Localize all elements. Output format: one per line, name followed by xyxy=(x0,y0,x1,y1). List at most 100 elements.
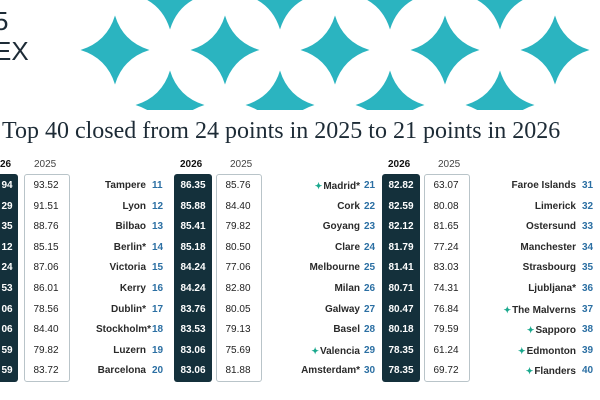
star-shape xyxy=(410,15,480,85)
city-name-text: Sapporo xyxy=(535,325,576,337)
star-icon: ✦ xyxy=(503,304,512,315)
score-2026: 84.24 xyxy=(180,262,206,274)
rank-number: 13 xyxy=(152,221,164,233)
city-name: Berlin* xyxy=(96,238,146,258)
city-name-text: Flanders xyxy=(534,366,576,378)
score-2025: 84.40 xyxy=(225,200,251,212)
score-2025: 81.65 xyxy=(433,221,459,233)
star-icon: ✦ xyxy=(526,325,535,336)
score-2025: 77.06 xyxy=(225,262,251,274)
table-row: Goyang 23 82.12 81.65 xyxy=(288,217,468,237)
city-name: Bilbao xyxy=(96,217,146,237)
table-row: 29 91.51 xyxy=(0,197,75,217)
table-row: 53 86.01 xyxy=(0,279,75,299)
city-name: Barcelona xyxy=(96,361,146,381)
score-2025: 80.08 xyxy=(433,200,459,212)
score-2026-box xyxy=(382,174,420,382)
brand-logo-text: 5 EX xyxy=(0,6,29,66)
score-2025: 79.82 xyxy=(225,221,251,233)
table-row: Melbourne 25 81.41 83.03 xyxy=(288,258,468,278)
city-name: ✦Edmonton xyxy=(486,341,576,362)
table-column-11-20: 2026 2025 Tampere 11 86.35 85.76 Lyon 12 85.88… xyxy=(96,158,268,388)
score-2026: 35 xyxy=(1,221,13,233)
table-row: 59 83.72 xyxy=(0,361,75,381)
score-2025: 93.52 xyxy=(33,180,59,191)
score-2026: 84.24 xyxy=(180,283,206,294)
table-row: ✦Madrid* 21 82.82 63.07 xyxy=(288,176,468,196)
star-shape xyxy=(245,0,315,30)
table-row: Victoria 15 84.24 77.06 xyxy=(96,258,268,278)
city-name-text: Lyon xyxy=(122,200,146,212)
city-name: ✦Flanders xyxy=(486,361,576,382)
table-row: Faroe Islands 31 xyxy=(486,176,600,196)
rank-number: 39 xyxy=(582,344,594,356)
rank-number: 22 xyxy=(364,200,376,212)
city-name: Victoria xyxy=(96,258,147,278)
table-row: Cork 22 82.59 80.08 xyxy=(288,197,468,217)
table-row: Kerry 16 84.24 82.80 xyxy=(96,279,268,299)
score-2025-box xyxy=(24,174,70,382)
city-name: Melbourne xyxy=(288,258,360,278)
city-name-text: Victoria xyxy=(109,262,147,274)
rank-number: 17 xyxy=(152,303,164,315)
rank-number: 20 xyxy=(152,365,164,377)
score-2026: 12 xyxy=(1,241,13,253)
rank-number: 23 xyxy=(364,221,376,233)
score-2025: 78.56 xyxy=(33,303,59,315)
table-row: 59 79.82 xyxy=(0,341,75,361)
table-column-21-30: 2026 2025 ✦Madrid* 21 82.82 63.07 Cork 22 82.5… xyxy=(288,158,470,388)
rank-number: 16 xyxy=(152,283,164,294)
city-name: Basel xyxy=(288,320,360,340)
table-row: Manchester 34 xyxy=(486,238,600,258)
header-2025: 2025 xyxy=(34,159,57,170)
score-2026: 24 xyxy=(1,262,13,274)
city-name-text: Luzern xyxy=(113,344,146,356)
city-name-text: The Malverns xyxy=(512,304,576,316)
table-row: 24 87.06 xyxy=(0,258,75,278)
star-icon: ✦ xyxy=(311,345,319,356)
rank-number: 27 xyxy=(364,303,376,315)
score-2025-box xyxy=(216,174,262,382)
rank-number: 26 xyxy=(364,283,376,294)
city-name-text: Manchester xyxy=(520,241,576,253)
header-2025: 2025 xyxy=(230,159,253,170)
city-name: Clare xyxy=(288,238,360,258)
rank-number: 12 xyxy=(152,200,164,212)
score-2025: 79.59 xyxy=(433,324,459,336)
table-row: ✦Edmonton 39 xyxy=(486,341,600,361)
star-shape xyxy=(135,70,205,110)
header-2025: 2025 xyxy=(438,159,461,170)
rank-number: 25 xyxy=(364,262,376,274)
score-2026: 86.35 xyxy=(180,180,206,191)
score-2026: 80.18 xyxy=(388,324,414,336)
score-2026: 29 xyxy=(1,200,13,212)
city-name: Ljubljana* xyxy=(486,279,576,299)
city-name-text: Strasbourg xyxy=(522,262,576,274)
score-2026: 83.76 xyxy=(180,303,206,315)
star-shape xyxy=(300,15,370,85)
score-2026: 94 xyxy=(1,180,13,191)
city-name: Lyon xyxy=(96,197,146,217)
city-name-text: Milan xyxy=(334,283,360,294)
score-2026: 82.12 xyxy=(388,221,414,233)
rank-number: 15 xyxy=(152,262,164,274)
table-row: 12 85.15 xyxy=(0,238,75,258)
rank-number: 37 xyxy=(582,303,594,315)
score-2025: 84.40 xyxy=(33,324,59,336)
table-row: Basel 28 80.18 79.59 xyxy=(288,320,468,340)
header-2026: 26 xyxy=(0,159,12,170)
city-name-text: Tampere xyxy=(105,180,146,191)
rank-number: 24 xyxy=(364,241,376,253)
table-row: ✦Valencia 29 78.35 61.24 xyxy=(288,341,468,361)
city-name: Stockholm* xyxy=(96,320,151,340)
rank-number: 14 xyxy=(152,241,164,253)
score-2025: 74.31 xyxy=(433,283,459,294)
star-shape xyxy=(135,0,205,30)
score-2026: 85.41 xyxy=(180,221,206,233)
table-row: 35 88.76 xyxy=(0,217,75,237)
table-row: ✦Flanders 40 xyxy=(486,361,600,381)
city-name: Manchester xyxy=(486,238,576,258)
city-name: Cork xyxy=(288,197,360,217)
rank-number: 34 xyxy=(582,241,594,253)
rank-number: 40 xyxy=(582,365,594,377)
